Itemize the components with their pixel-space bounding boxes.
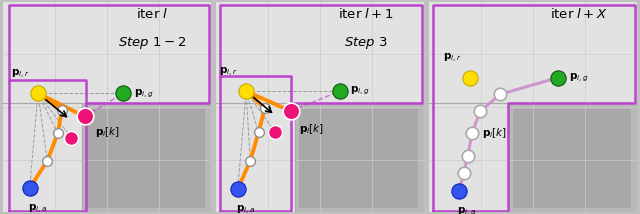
Text: $\mathbf{p}_{i,g}$: $\mathbf{p}_{i,g}$ [569,71,588,84]
Bar [3,2,211,103]
Text: $\mathbf{p}_{i,a}$: $\mathbf{p}_{i,a}$ [458,206,477,214]
Bar [216,2,424,103]
Bar [3,103,82,212]
Text: $Step$ $3$: $Step$ $3$ [344,35,388,51]
Text: iter $l+X$: iter $l+X$ [550,7,608,21]
Text: $\mathbf{p}_{i,a}$: $\mathbf{p}_{i,a}$ [28,203,47,214]
Bar [86,109,205,208]
Bar [508,103,637,212]
Text: $\mathbf{p}_{i,r}$: $\mathbf{p}_{i,r}$ [219,65,237,79]
Bar [216,103,295,212]
Bar [295,103,424,212]
Bar [429,103,508,212]
Text: $\mathbf{p}_{i,r}$: $\mathbf{p}_{i,r}$ [11,68,29,81]
Bar [429,2,637,103]
Bar [82,103,211,212]
Text: $\mathbf{p}_{i,r}$: $\mathbf{p}_{i,r}$ [443,52,461,65]
Text: $\mathbf{p}_i[k]$: $\mathbf{p}_i[k]$ [95,125,120,139]
Text: iter $l$: iter $l$ [136,7,168,21]
Bar [513,109,631,208]
Text: $\mathbf{p}_{i,a}$: $\mathbf{p}_{i,a}$ [236,204,255,214]
Text: $\mathbf{p}_{i,g}$: $\mathbf{p}_{i,g}$ [350,85,370,97]
Bar [299,109,418,208]
Text: $\mathbf{p}_i[k]$: $\mathbf{p}_i[k]$ [299,122,324,136]
Text: iter $l+1$: iter $l+1$ [338,7,394,21]
Text: $Step$ $1-2$: $Step$ $1-2$ [118,35,187,51]
Text: $\mathbf{p}_i[k]$: $\mathbf{p}_i[k]$ [483,126,508,140]
Text: $\mathbf{p}_{i,g}$: $\mathbf{p}_{i,g}$ [134,87,154,100]
